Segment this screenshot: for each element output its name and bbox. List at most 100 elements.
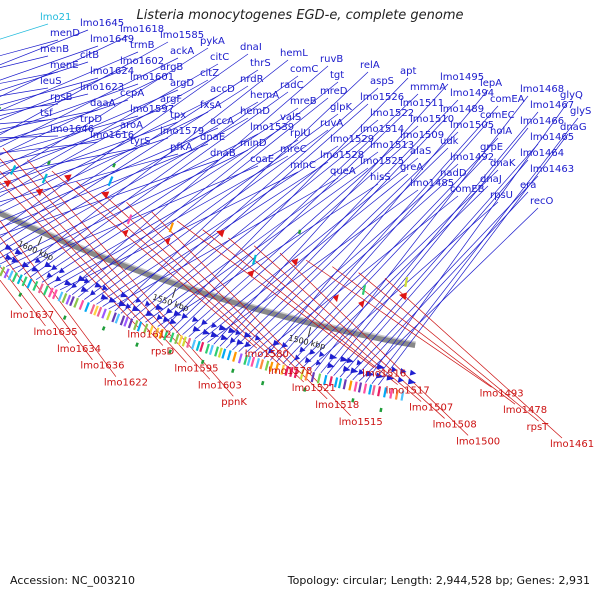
forward-gene-label[interactable]: hemL [280,48,308,59]
forward-gene-label[interactable]: comEA [490,94,525,105]
reverse-gene-label[interactable]: lmo1578 [268,366,312,377]
forward-gene-label[interactable]: tpx [170,110,186,121]
forward-gene-label[interactable]: trpD [80,114,102,125]
forward-gene-label[interactable]: lmo1525 [360,156,404,167]
forward-gene-label[interactable]: aroA [120,120,143,131]
forward-gene-label[interactable]: queA [330,166,356,177]
forward-gene-label[interactable]: dnaE [200,132,225,143]
forward-gene-label[interactable]: argB [160,62,183,73]
forward-gene-label[interactable]: coaE [250,154,274,165]
forward-gene-label[interactable]: relA [360,60,380,71]
reverse-gene-label[interactable]: lmo1595 [174,363,218,374]
forward-gene-label[interactable]: recO [530,196,554,207]
forward-gene-label[interactable]: citZ [200,68,219,79]
reverse-gene-label[interactable]: ppnK [221,397,247,408]
forward-gene-label[interactable]: argD [170,78,194,89]
forward-gene-label[interactable]: dnaI [240,42,262,53]
forward-gene-label[interactable]: fxsA [200,100,222,111]
forward-gene-label[interactable]: lmo1585 [160,30,204,41]
forward-gene-label[interactable]: lmo1616 [90,130,134,141]
forward-gene-label[interactable]: ccpA [120,88,144,99]
forward-gene-label[interactable]: glpK [330,102,352,113]
forward-gene-label[interactable]: lmo1579 [160,126,204,137]
forward-gene-label[interactable]: greA [400,162,423,173]
forward-gene-label[interactable]: nrdR [240,74,264,85]
forward-gene-label[interactable]: minC [290,160,316,171]
forward-gene-label[interactable]: rpsU [490,190,513,201]
forward-gene-label[interactable]: hemD [240,106,270,117]
forward-gene-label[interactable]: ruvA [320,118,343,129]
forward-gene-label[interactable]: aspS [370,76,394,87]
forward-gene-label[interactable]: lmo1466 [520,116,564,127]
forward-gene-label[interactable]: lmo1649 [90,34,134,45]
forward-gene-label[interactable]: lmo1485 [410,178,454,189]
forward-gene-label[interactable]: mreB [290,96,317,107]
reverse-gene-label[interactable]: lmo1508 [433,419,477,430]
forward-gene-label[interactable]: rplU [290,128,311,139]
forward-gene-label[interactable]: hemA [250,90,279,101]
forward-gene-label[interactable]: lmo1465 [530,132,574,143]
forward-gene-label[interactable]: dnaB [210,148,236,159]
reverse-gene-label[interactable]: lmo1622 [104,378,148,389]
forward-gene-label[interactable]: hisS [370,172,391,183]
forward-gene-label[interactable]: ruvB [320,54,343,65]
forward-gene-label[interactable]: menE [50,60,79,71]
forward-gene-label[interactable]: nadD [440,168,467,179]
forward-gene-label[interactable]: lmo1618 [120,24,164,35]
forward-gene-label[interactable]: lmo1467 [530,100,574,111]
forward-gene-label[interactable]: lmo1522 [370,108,414,119]
forward-gene-label[interactable]: daaA [90,98,116,109]
reverse-gene-label[interactable]: lmo1635 [33,327,77,338]
forward-gene-label[interactable]: thrS [250,58,271,69]
forward-gene-label[interactable]: lmo1513 [370,140,414,151]
forward-gene-label[interactable]: lmo1489 [440,104,484,115]
forward-gene-label[interactable]: minD [240,138,267,149]
forward-gene-label[interactable]: comEB [450,184,485,195]
forward-gene-label[interactable]: lmo1464 [520,148,564,159]
forward-gene-label[interactable]: lepA [480,78,502,89]
reverse-gene-label[interactable]: lmo1493 [480,388,524,399]
forward-gene-label[interactable]: citB [80,50,99,61]
forward-gene-label[interactable]: lmo1468 [520,84,564,95]
forward-gene-label[interactable]: tgt [330,70,344,81]
reverse-gene-label[interactable]: lmo1580 [245,349,289,360]
reverse-gene-label[interactable]: lmo1636 [80,361,124,372]
forward-gene-label[interactable]: lmo1509 [400,130,444,141]
forward-gene-label[interactable]: lmo1623 [80,82,124,93]
forward-gene-label[interactable]: lmo1494 [450,88,494,99]
reverse-gene-label[interactable]: lmo1521 [292,383,336,394]
reverse-gene-label[interactable]: lmo1518 [315,400,359,411]
forward-gene-label[interactable]: dnaJ [480,174,502,185]
forward-gene-label[interactable]: dnaG [560,122,587,133]
forward-gene-label[interactable]: lmo1492 [450,152,494,163]
forward-gene-label[interactable]: mreC [280,144,307,155]
forward-gene-label[interactable]: lmo1539 [250,122,294,133]
reverse-gene-label[interactable]: lmo1634 [57,344,101,355]
forward-gene-label[interactable]: mreD [320,86,348,97]
forward-gene-label[interactable]: pykA [200,36,225,47]
reverse-gene-label[interactable]: lmo1478 [503,405,547,416]
forward-gene-label[interactable]: lmo1646 [50,124,94,135]
forward-gene-label[interactable]: lmo1505 [450,120,494,131]
forward-gene-label[interactable]: lmo21 [40,12,71,23]
forward-gene-label[interactable]: holA [490,126,512,137]
forward-gene-label[interactable]: lmo1597 [130,104,174,115]
forward-gene-label[interactable]: accA [210,116,234,127]
forward-gene-label[interactable]: trmB [130,40,155,51]
forward-gene-label[interactable]: lmo1529 [330,134,374,145]
forward-gene-label[interactable]: ackA [170,46,194,57]
reverse-gene-label[interactable]: lmo1516 [362,369,406,380]
forward-gene-label[interactable]: lmo1463 [530,164,574,175]
forward-gene-label[interactable]: menD [50,28,80,39]
reverse-gene-label[interactable]: lmo1500 [456,436,500,447]
forward-gene-label[interactable]: argF [160,94,182,105]
forward-gene-label[interactable]: lmo1526 [360,92,404,103]
forward-gene-label[interactable]: pfkA [170,142,193,153]
forward-gene-label[interactable]: citC [210,52,229,63]
reverse-gene-label[interactable]: lmo1603 [198,380,242,391]
forward-gene-label[interactable]: leuS [40,76,62,87]
forward-gene-label[interactable]: lmo1495 [440,72,484,83]
reverse-gene-label[interactable]: lmo1637 [10,310,54,321]
reverse-gene-label[interactable]: rpsT [527,422,550,433]
reverse-gene-label[interactable]: lmo1515 [339,417,383,428]
